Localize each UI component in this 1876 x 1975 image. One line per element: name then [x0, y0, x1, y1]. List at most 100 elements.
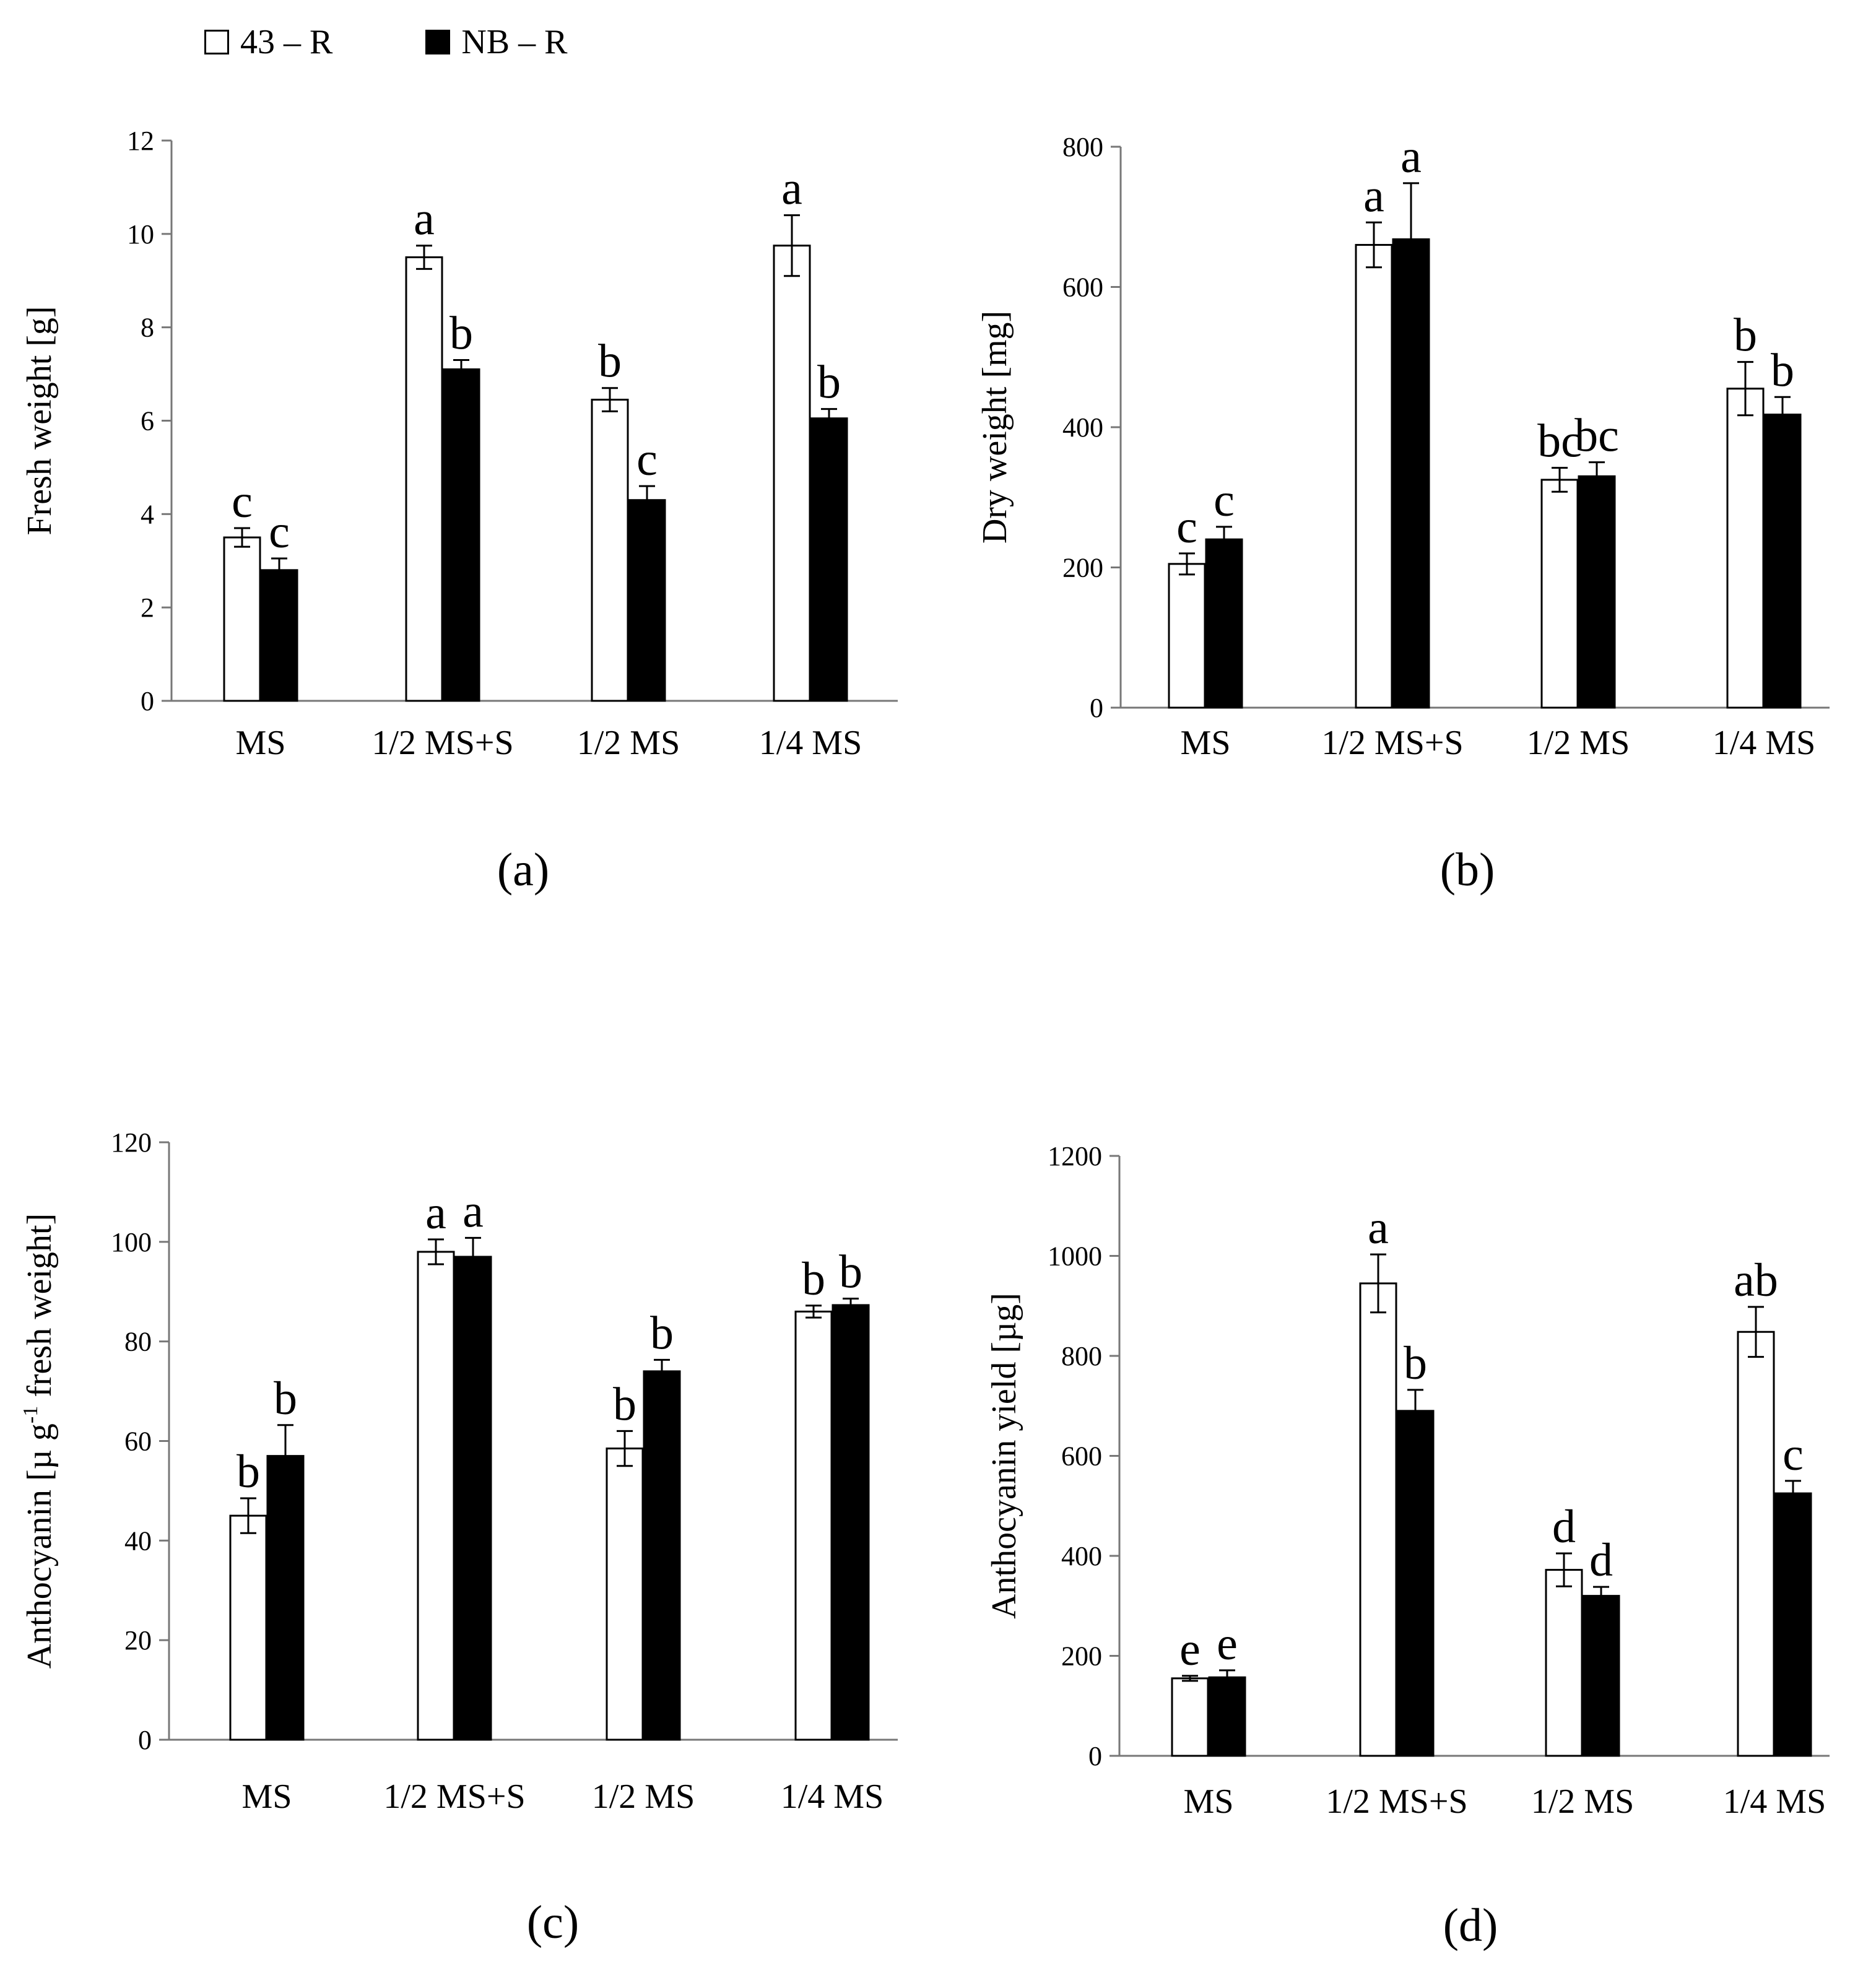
bar — [1359, 1282, 1397, 1757]
y-tick-label: 12 — [127, 126, 154, 156]
bar — [810, 417, 848, 702]
significance-letter: b — [1404, 1337, 1427, 1389]
x-category-label: 1/4 MS — [759, 724, 862, 762]
significance-letter: c — [1783, 1428, 1804, 1480]
bar — [1171, 1677, 1209, 1757]
y-tick-label: 100 — [111, 1227, 152, 1257]
y-axis-title-part: fresh weight] — [20, 1213, 59, 1406]
significance-letter: d — [1589, 1534, 1613, 1586]
significance-letter: b — [1734, 310, 1757, 362]
x-category-label: 1/2 MS+S — [371, 724, 513, 762]
x-category-label: 1/2 MS+S — [383, 1777, 525, 1816]
bar — [1578, 475, 1616, 709]
bar — [442, 368, 480, 702]
y-tick-label: 200 — [1061, 1641, 1102, 1672]
bar — [454, 1256, 492, 1741]
bar — [1396, 1410, 1435, 1757]
significance-letter: b — [237, 1446, 260, 1498]
y-tick-label: 800 — [1062, 132, 1103, 162]
significance-letter: b — [449, 307, 473, 359]
significance-letter: b — [817, 357, 841, 409]
significance-letter: b — [1771, 344, 1794, 396]
legend-swatch-nb-r — [425, 30, 451, 54]
legend-item-nb-r: NB – R — [425, 23, 568, 61]
legend-label-nb-r: NB – R — [461, 23, 568, 61]
bar — [794, 1310, 833, 1741]
y-tick-label: 8 — [141, 313, 154, 343]
x-category-label: MS — [1181, 724, 1231, 762]
x-category-label: 1/2 MS — [577, 724, 680, 762]
y-tick-label: 400 — [1062, 412, 1103, 443]
x-category-label: 1/2 MS — [592, 1777, 695, 1816]
y-tick-label: 2 — [141, 592, 154, 623]
bar — [1545, 1569, 1583, 1757]
y-axis-title-part: g — [20, 1423, 59, 1449]
significance-letter: bc — [1574, 410, 1619, 462]
significance-letter: b — [802, 1253, 825, 1305]
significance-letter: a — [1400, 131, 1422, 183]
significance-letter: b — [598, 336, 622, 388]
legend-item-43-r: 43 – R — [204, 25, 332, 59]
y-tick-label: 120 — [111, 1127, 152, 1158]
panel-label: (d) — [1443, 1899, 1498, 1951]
panel-label: (a) — [497, 844, 549, 896]
y-tick-label: 20 — [124, 1625, 152, 1656]
significance-letter: b — [650, 1307, 674, 1359]
x-category-label: 1/4 MS — [1723, 1782, 1826, 1821]
x-category-label: MS — [1184, 1782, 1234, 1821]
significance-letter: c — [1176, 501, 1197, 553]
bar — [1726, 388, 1765, 709]
y-axis-title-mu: µ — [20, 1449, 59, 1469]
significance-letter: b — [839, 1246, 862, 1298]
significance-letter: a — [462, 1185, 484, 1237]
bar — [1392, 238, 1430, 709]
y-tick-label: 600 — [1062, 272, 1103, 303]
y-axis-title-superscript: -1 — [19, 1406, 42, 1423]
y-tick-label: 0 — [141, 686, 154, 716]
bar — [1582, 1595, 1620, 1757]
x-category-label: MS — [242, 1777, 292, 1816]
bar — [773, 245, 811, 702]
y-tick-label: 4 — [141, 499, 154, 529]
significance-letter: d — [1552, 1501, 1576, 1553]
y-axis-title: Fresh weight [g] — [20, 306, 59, 535]
legend-label-43-r: 43 – R — [240, 23, 333, 61]
y-tick-label: 80 — [124, 1327, 152, 1357]
significance-letter: a — [425, 1187, 446, 1239]
y-axis-title: Anthocyanin yield [µg] — [985, 1293, 1023, 1619]
y-tick-label: 1000 — [1048, 1241, 1102, 1272]
x-category-label: 1/4 MS — [781, 1777, 884, 1816]
y-tick-label: 0 — [138, 1725, 152, 1755]
x-category-label: 1/2 MS+S — [1326, 1782, 1467, 1821]
y-axis-title: Dry weight [mg] — [976, 311, 1014, 544]
y-tick-label: 600 — [1061, 1441, 1102, 1472]
x-category-label: 1/4 MS — [1713, 724, 1816, 762]
y-tick-label: 400 — [1061, 1541, 1102, 1571]
legend-swatch-43-r — [204, 30, 229, 54]
significance-letter: c — [636, 433, 658, 485]
y-axis-title-part: Anthocyanin [ — [20, 1469, 59, 1669]
y-axis-title: Anthocyanin [µ g-1 fresh weight] — [19, 1213, 59, 1669]
bar — [1763, 414, 1802, 709]
panel-label: (c) — [527, 1896, 579, 1948]
bar — [260, 569, 298, 702]
significance-letter: c — [232, 475, 253, 527]
significance-letter: c — [269, 506, 290, 558]
panel-label: (b) — [1440, 844, 1495, 896]
legend: 43 – R NB – R — [204, 17, 661, 67]
bar — [1208, 1676, 1246, 1757]
y-tick-label: 0 — [1090, 693, 1103, 723]
significance-letter: a — [781, 163, 802, 215]
x-category-label: MS — [236, 724, 286, 762]
significance-letter: b — [274, 1373, 297, 1425]
significance-letter: ab — [1734, 1254, 1778, 1306]
y-tick-label: 1200 — [1048, 1141, 1102, 1171]
bar — [628, 499, 666, 702]
x-category-label: 1/2 MS — [1531, 1782, 1635, 1821]
bar — [405, 256, 443, 702]
y-tick-label: 6 — [141, 406, 154, 436]
bar — [266, 1455, 305, 1741]
